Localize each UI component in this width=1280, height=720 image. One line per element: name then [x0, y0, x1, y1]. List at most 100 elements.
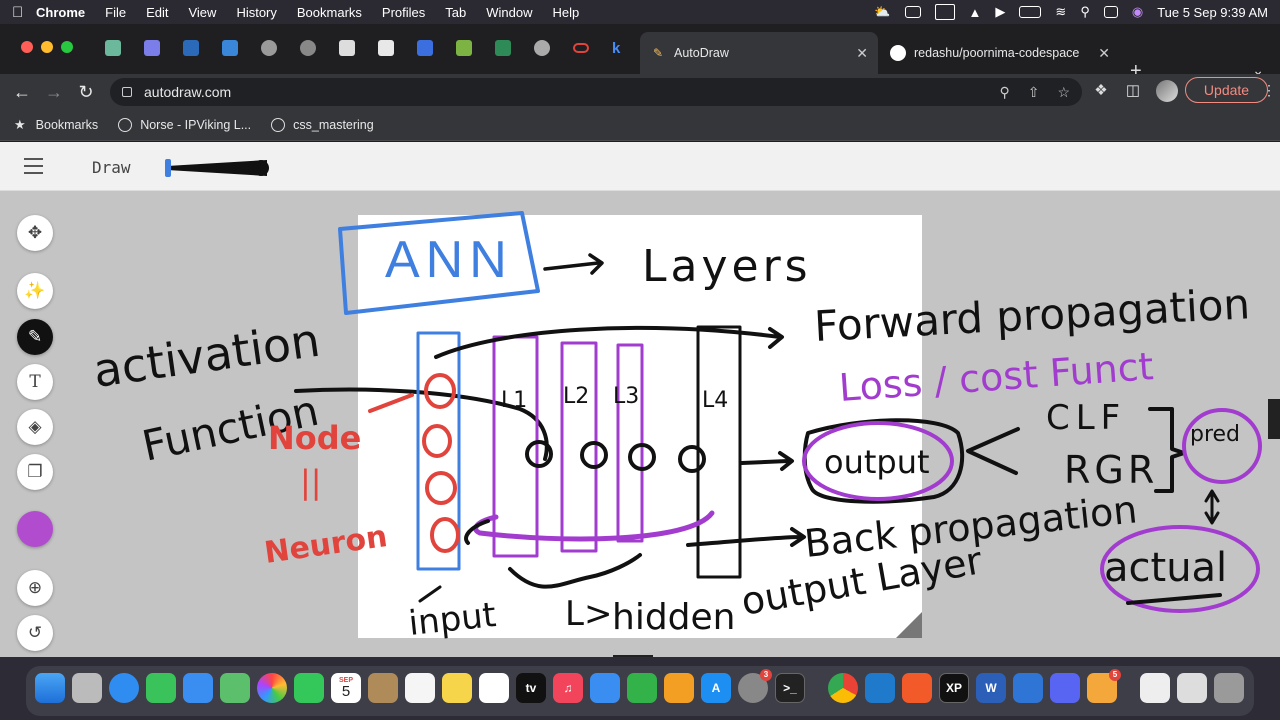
keynote-icon[interactable]: [590, 673, 620, 703]
autodraw-tool-icon[interactable]: ✨: [17, 273, 53, 309]
menu-app-name[interactable]: Chrome: [36, 4, 86, 20]
menubar-clock[interactable]: Tue 5 Sep 9:39 AM: [1157, 4, 1268, 20]
system-settings-icon[interactable]: 3: [738, 669, 772, 703]
forward-arrow-icon[interactable]: →: [45, 82, 63, 102]
undo-icon[interactable]: ↺: [17, 615, 53, 651]
apple-tv-icon[interactable]: tv: [516, 673, 546, 703]
canvas-resize-handle[interactable]: [896, 612, 922, 638]
lock-icon[interactable]: [122, 87, 132, 97]
stroke-size-slider[interactable]: [163, 158, 275, 178]
screen-app-icon[interactable]: [1013, 673, 1043, 703]
menu-tab[interactable]: Tab: [445, 4, 467, 20]
pinned-tab-sparkle-icon[interactable]: [144, 40, 160, 56]
alert-icon[interactable]: ▲: [968, 4, 982, 20]
pinned-tab-linkedin-icon[interactable]: [183, 40, 199, 56]
bookmark-css-mastering[interactable]: css_mastering: [271, 118, 374, 132]
hamburger-menu-icon[interactable]: [24, 158, 43, 174]
numbers-icon[interactable]: [627, 673, 657, 703]
terminal-icon[interactable]: >_: [775, 673, 805, 703]
xp-pen-app-icon[interactable]: XP: [939, 673, 969, 703]
menu-view[interactable]: View: [188, 4, 217, 20]
launchpad-icon[interactable]: [72, 673, 102, 703]
profile-avatar[interactable]: [1156, 80, 1178, 102]
tab-github[interactable]: redashu/poornima-codespace ✕: [880, 32, 1120, 74]
siri-icon[interactable]: ◉: [1131, 4, 1144, 19]
side-panel-icon[interactable]: ◫: [1125, 82, 1141, 99]
tab-search-chevron-icon[interactable]: ⌄: [1252, 62, 1264, 78]
more-menu-icon[interactable]: ⋮: [1262, 82, 1276, 98]
zoom-lens-icon[interactable]: ⚲: [999, 84, 1010, 100]
calendar-icon[interactable]: SEP 5: [331, 673, 361, 703]
back-arrow-icon[interactable]: ←: [13, 82, 31, 102]
reminders-icon[interactable]: [405, 673, 435, 703]
apple-menu-icon[interactable]: : [12, 4, 36, 21]
contacts-icon[interactable]: [368, 673, 398, 703]
menu-window[interactable]: Window: [486, 4, 533, 20]
messages-icon[interactable]: [146, 673, 176, 703]
address-bar[interactable]: autodraw.com ⚲ ⇧ ☆: [110, 78, 1082, 106]
weather-icon[interactable]: ⛅: [874, 4, 891, 19]
vertical-scrollbar[interactable]: [1268, 399, 1280, 439]
text-tool-icon[interactable]: T: [17, 364, 53, 400]
extensions-puzzle-icon[interactable]: ❖: [1094, 82, 1108, 99]
window-zoom-button[interactable]: [61, 41, 73, 53]
screen-mirror-icon[interactable]: [904, 6, 921, 18]
menu-help[interactable]: Help: [552, 4, 580, 20]
new-tab-plus-icon[interactable]: +: [1130, 60, 1142, 82]
move-tool-icon[interactable]: ✥: [17, 215, 53, 251]
word-icon[interactable]: W: [976, 673, 1006, 703]
freeform-icon[interactable]: [479, 673, 509, 703]
zoom-in-icon[interactable]: ⊕: [17, 570, 53, 606]
finder-icon[interactable]: [35, 673, 65, 703]
stroke-size-thumb[interactable]: [165, 159, 171, 177]
pinned-tab-k-icon[interactable]: k: [612, 40, 621, 57]
color-picker-swatch[interactable]: [17, 511, 53, 547]
app-store-icon[interactable]: A: [701, 673, 731, 703]
mail-icon[interactable]: [183, 673, 213, 703]
pinned-tab-pattern-icon[interactable]: [495, 40, 511, 56]
pinned-tab-oval-icon[interactable]: [573, 43, 589, 53]
update-button[interactable]: Update: [1185, 77, 1268, 103]
bookmark-star-icon[interactable]: ☆: [1057, 84, 1070, 100]
pinned-tab-azure-icon[interactable]: [222, 40, 238, 56]
window-close-button[interactable]: [21, 41, 33, 53]
menu-edit[interactable]: Edit: [146, 4, 169, 20]
vscode-icon[interactable]: [865, 673, 895, 703]
wifi-icon[interactable]: ≋: [1055, 4, 1067, 19]
menu-history[interactable]: History: [236, 4, 277, 20]
brave-icon[interactable]: [902, 673, 932, 703]
trash-icon[interactable]: [1214, 673, 1244, 703]
reload-icon[interactable]: ↻: [78, 82, 94, 102]
discord-icon[interactable]: [1050, 673, 1080, 703]
menu-profiles[interactable]: Profiles: [381, 4, 426, 20]
tab-close-icon[interactable]: ✕: [856, 44, 868, 61]
play-icon[interactable]: ▶: [995, 4, 1006, 19]
documents-folder-icon[interactable]: [1140, 673, 1170, 703]
control-center-icon[interactable]: [1103, 6, 1118, 18]
chrome-icon[interactable]: [828, 673, 858, 703]
pages-icon[interactable]: [664, 673, 694, 703]
address-bar-url[interactable]: autodraw.com: [144, 84, 232, 100]
drawing-workspace[interactable]: ANN Layers activation Function Node || N…: [0, 191, 1280, 657]
xp-pen-icon[interactable]: [934, 4, 955, 20]
share-icon[interactable]: ⇧: [1027, 84, 1040, 100]
tab-close-icon[interactable]: ✕: [1098, 44, 1110, 61]
menu-bookmarks[interactable]: Bookmarks: [296, 4, 362, 20]
notes-icon[interactable]: [442, 673, 472, 703]
facetime-icon[interactable]: [294, 673, 324, 703]
menu-file[interactable]: File: [105, 4, 127, 20]
bookmarks-folder[interactable]: ★ Bookmarks: [14, 117, 98, 133]
photos-icon[interactable]: [257, 673, 287, 703]
safari-icon[interactable]: [109, 673, 139, 703]
pinned-tab-chatgpt-icon[interactable]: [105, 40, 121, 56]
pinned-tab-grid-icon[interactable]: [417, 40, 433, 56]
spotlight-search-icon[interactable]: ⚲: [1080, 4, 1090, 19]
shape-tool-icon[interactable]: ❐: [17, 454, 53, 490]
pinned-tab-globe-icon[interactable]: [534, 40, 550, 56]
office-icon[interactable]: 5: [1087, 669, 1121, 703]
pinned-tab-photo-icon[interactable]: [456, 40, 472, 56]
pinned-tab-hex-icon[interactable]: [261, 40, 277, 56]
maps-icon[interactable]: [220, 673, 250, 703]
pinned-tab-draw-icon[interactable]: [378, 40, 394, 56]
window-minimize-button[interactable]: [41, 41, 53, 53]
